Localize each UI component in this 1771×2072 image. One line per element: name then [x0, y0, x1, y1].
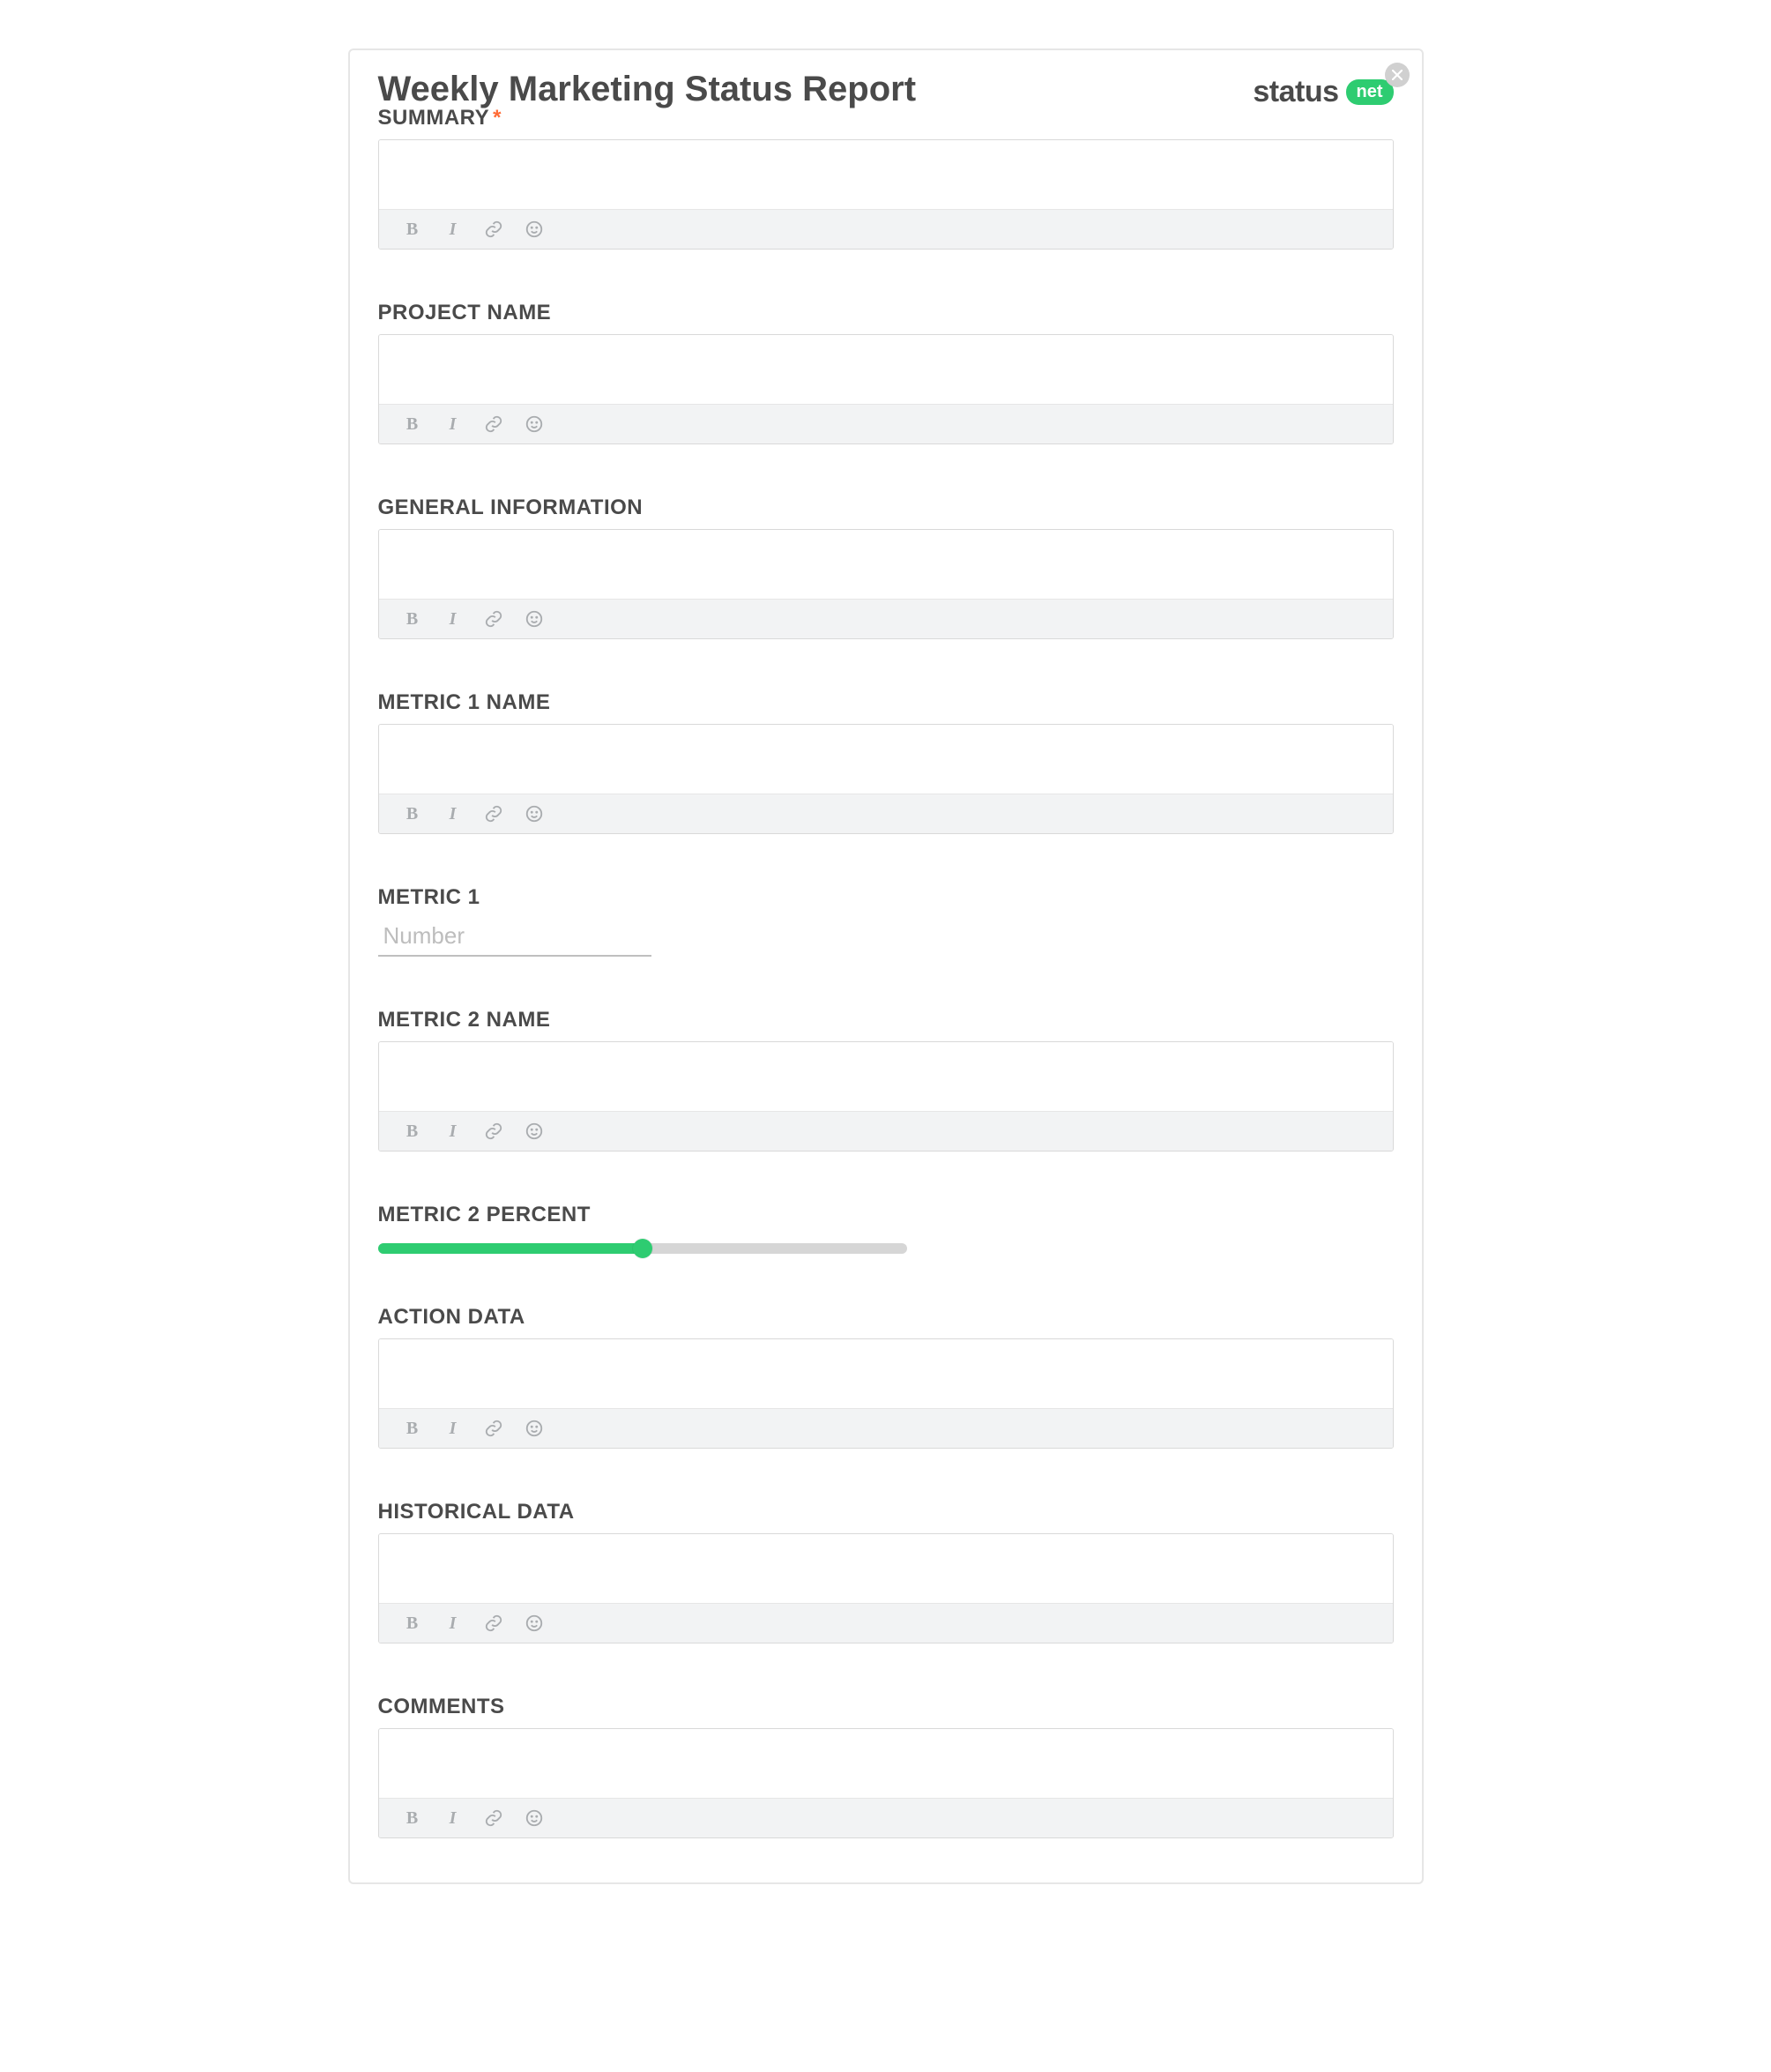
general-information-toolbar: B I	[379, 599, 1393, 638]
metric1-number-input[interactable]	[378, 919, 651, 957]
project-name-editor: B I	[378, 334, 1394, 444]
slider-fill	[378, 1243, 643, 1254]
bold-icon[interactable]: B	[402, 1613, 423, 1634]
italic-icon[interactable]: I	[443, 414, 464, 435]
action-data-editor: B I	[378, 1338, 1394, 1449]
card-header: Weekly Marketing Status Report status ne…	[378, 70, 1394, 109]
label-historical-data: HISTORICAL DATA	[378, 1500, 1394, 1524]
comments-toolbar: B I	[379, 1798, 1393, 1837]
italic-icon[interactable]: I	[443, 1807, 464, 1829]
bold-icon[interactable]: B	[402, 608, 423, 630]
summary-toolbar: B I	[379, 209, 1393, 249]
label-metric2-percent: METRIC 2 PERCENT	[378, 1203, 1394, 1227]
metric2-name-toolbar: B I	[379, 1111, 1393, 1151]
italic-icon[interactable]: I	[443, 608, 464, 630]
link-icon[interactable]	[483, 1418, 504, 1439]
historical-data-input[interactable]	[379, 1534, 1393, 1603]
link-icon[interactable]	[483, 1613, 504, 1634]
link-icon[interactable]	[483, 219, 504, 240]
summary-input[interactable]	[379, 140, 1393, 209]
bold-icon[interactable]: B	[402, 1121, 423, 1142]
close-icon	[1392, 70, 1403, 80]
section-project-name: PROJECT NAME B I	[378, 301, 1394, 444]
section-general-information: GENERAL INFORMATION B I	[378, 496, 1394, 639]
bold-icon[interactable]: B	[402, 414, 423, 435]
bold-icon[interactable]: B	[402, 1418, 423, 1439]
link-icon[interactable]	[483, 1121, 504, 1142]
section-metric2-percent: METRIC 2 PERCENT	[378, 1203, 1394, 1254]
section-comments: COMMENTS B I	[378, 1695, 1394, 1838]
action-data-input[interactable]	[379, 1339, 1393, 1408]
page-title: Weekly Marketing Status Report	[378, 70, 917, 108]
italic-icon[interactable]: I	[443, 1418, 464, 1439]
label-general-information: GENERAL INFORMATION	[378, 496, 1394, 520]
project-name-toolbar: B I	[379, 404, 1393, 443]
brand-logo: status net	[1253, 75, 1393, 109]
bold-icon[interactable]: B	[402, 803, 423, 824]
emoji-icon[interactable]	[524, 803, 545, 824]
historical-data-toolbar: B I	[379, 1603, 1393, 1643]
label-action-data: ACTION DATA	[378, 1305, 1394, 1330]
label-metric2-name: METRIC 2 NAME	[378, 1008, 1394, 1032]
bold-icon[interactable]: B	[402, 1807, 423, 1829]
link-icon[interactable]	[483, 803, 504, 824]
label-project-name: PROJECT NAME	[378, 301, 1394, 325]
link-icon[interactable]	[483, 608, 504, 630]
action-data-toolbar: B I	[379, 1408, 1393, 1448]
required-star-icon: *	[493, 106, 502, 130]
link-icon[interactable]	[483, 1807, 504, 1829]
label-comments: COMMENTS	[378, 1695, 1394, 1719]
bold-icon[interactable]: B	[402, 219, 423, 240]
section-action-data: ACTION DATA B I	[378, 1305, 1394, 1449]
section-historical-data: HISTORICAL DATA B I	[378, 1500, 1394, 1643]
emoji-icon[interactable]	[524, 219, 545, 240]
emoji-icon[interactable]	[524, 1121, 545, 1142]
report-form-card: Weekly Marketing Status Report status ne…	[348, 48, 1424, 1884]
metric2-name-input[interactable]	[379, 1042, 1393, 1111]
metric2-percent-slider[interactable]	[378, 1243, 907, 1254]
brand-logo-badge: net	[1346, 79, 1394, 105]
close-button[interactable]	[1385, 63, 1410, 87]
link-icon[interactable]	[483, 414, 504, 435]
italic-icon[interactable]: I	[443, 1613, 464, 1634]
metric1-name-input[interactable]	[379, 725, 1393, 794]
emoji-icon[interactable]	[524, 1807, 545, 1829]
general-information-editor: B I	[378, 529, 1394, 639]
project-name-input[interactable]	[379, 335, 1393, 404]
historical-data-editor: B I	[378, 1533, 1394, 1643]
label-metric1-name: METRIC 1 NAME	[378, 690, 1394, 715]
italic-icon[interactable]: I	[443, 1121, 464, 1142]
general-information-input[interactable]	[379, 530, 1393, 599]
italic-icon[interactable]: I	[443, 803, 464, 824]
brand-logo-text: status	[1253, 75, 1338, 109]
comments-input[interactable]	[379, 1729, 1393, 1798]
comments-editor: B I	[378, 1728, 1394, 1838]
section-metric2-name: METRIC 2 NAME B I	[378, 1008, 1394, 1152]
section-summary: SUMMARY* B I	[378, 106, 1394, 250]
label-summary: SUMMARY*	[378, 106, 1394, 130]
section-metric1-name: METRIC 1 NAME B I	[378, 690, 1394, 834]
emoji-icon[interactable]	[524, 1613, 545, 1634]
emoji-icon[interactable]	[524, 1418, 545, 1439]
metric2-name-editor: B I	[378, 1041, 1394, 1152]
emoji-icon[interactable]	[524, 608, 545, 630]
metric1-name-editor: B I	[378, 724, 1394, 834]
italic-icon[interactable]: I	[443, 219, 464, 240]
emoji-icon[interactable]	[524, 414, 545, 435]
summary-editor: B I	[378, 139, 1394, 250]
label-metric1: METRIC 1	[378, 885, 1394, 910]
slider-handle-icon[interactable]	[633, 1239, 652, 1258]
metric1-name-toolbar: B I	[379, 794, 1393, 833]
section-metric1: METRIC 1	[378, 885, 1394, 957]
